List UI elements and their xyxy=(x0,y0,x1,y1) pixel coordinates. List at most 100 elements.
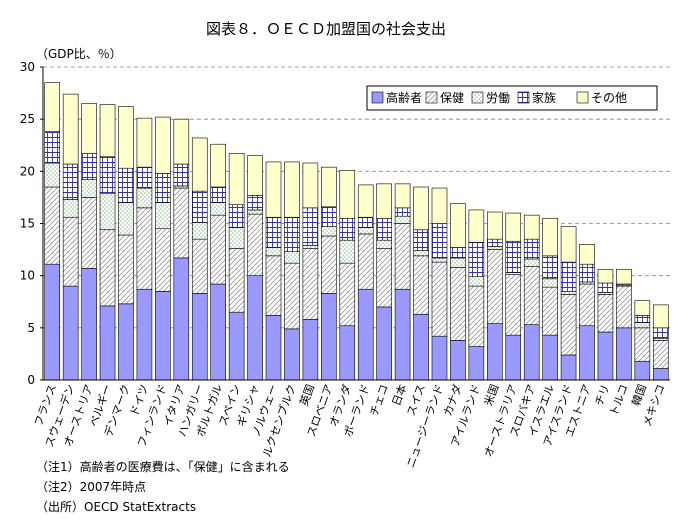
bar-segment xyxy=(339,239,356,264)
bar-segment xyxy=(579,263,595,283)
legend-label: 家族 xyxy=(532,90,556,105)
bar-segment xyxy=(487,211,503,240)
x-tick-label: 日本 xyxy=(389,382,410,407)
bar-segment xyxy=(523,324,540,381)
bar-segment xyxy=(450,203,466,248)
bar-segment xyxy=(155,291,171,381)
bar-segment xyxy=(652,327,669,339)
bar-segment xyxy=(542,286,558,336)
bar-segment xyxy=(118,303,134,381)
bar-segment xyxy=(394,288,411,381)
bar-segment xyxy=(413,255,429,315)
note-elderly-health: （注1）高齢者の医療費は、「保健」に含まれる xyxy=(36,460,290,474)
bar-segment xyxy=(652,368,669,381)
bar-segment xyxy=(81,103,97,154)
bar-segment xyxy=(265,247,282,257)
bar-segment xyxy=(505,334,522,381)
bar-segment xyxy=(616,327,632,381)
bar-segment xyxy=(616,285,632,329)
bar-segment xyxy=(191,222,208,240)
bar-segment xyxy=(339,325,356,381)
bar-segment xyxy=(44,186,61,265)
bar-segment xyxy=(579,244,595,265)
bar-segment xyxy=(450,257,466,268)
bar-segment xyxy=(652,340,669,369)
legend-swatch xyxy=(371,91,384,104)
bar-segment xyxy=(560,261,577,292)
bar-segment xyxy=(560,354,577,381)
bar-segment xyxy=(62,216,79,287)
bar-segment xyxy=(81,153,97,180)
bar-segment xyxy=(413,313,429,381)
y-tick-label: 30 xyxy=(20,60,35,74)
bar-segment xyxy=(597,282,614,293)
bar-segment xyxy=(62,163,79,200)
y-tick-label: 15 xyxy=(20,217,35,231)
legend-swatch xyxy=(576,91,589,104)
bar-segment xyxy=(542,217,558,257)
bar-segment xyxy=(321,226,337,237)
y-axis-ticks: 0 5 10 15 20 25 30 xyxy=(20,60,43,387)
y-tick-label: 25 xyxy=(20,112,35,126)
y-tick-label: 0 xyxy=(27,373,35,387)
bar-segment xyxy=(339,169,356,219)
bar-segment xyxy=(431,187,448,224)
bar-segment xyxy=(394,207,411,217)
bar-segment xyxy=(450,340,466,381)
bar-segment xyxy=(210,186,226,203)
bar-segment xyxy=(394,183,411,209)
bar-segment xyxy=(173,187,190,259)
bar-segment xyxy=(487,238,503,247)
bar-segment xyxy=(487,323,503,381)
bar-segment xyxy=(357,184,374,218)
bar-segment xyxy=(284,216,300,252)
bar-segment xyxy=(505,240,522,273)
bar-segment xyxy=(376,239,392,249)
bar-segment xyxy=(560,291,577,295)
bar-segment xyxy=(560,226,577,263)
bar-segment xyxy=(468,285,485,347)
bar-segment xyxy=(505,272,522,275)
bar-segment xyxy=(99,192,116,231)
bar-segment xyxy=(136,166,153,189)
bar-segment xyxy=(302,248,319,320)
bar-segment xyxy=(155,116,171,174)
bar-segment xyxy=(284,328,300,381)
bar-segment xyxy=(284,161,300,218)
bar-segment xyxy=(597,294,614,333)
bar-segment xyxy=(44,131,61,164)
bar-segment xyxy=(173,257,190,381)
bar-segment xyxy=(523,238,540,260)
bar-segment xyxy=(321,293,337,381)
bar-segment xyxy=(597,292,614,295)
bar-segment xyxy=(81,268,97,381)
x-tick-label: 英国 xyxy=(297,382,318,407)
bar-segment xyxy=(44,263,61,381)
axes xyxy=(42,67,670,381)
bar-segment xyxy=(99,104,116,158)
bar-segment xyxy=(523,214,540,240)
bar-segment xyxy=(247,209,263,215)
bar-segment xyxy=(376,183,392,219)
bar-segment xyxy=(652,337,669,341)
y-tick-label: 10 xyxy=(20,269,35,283)
bar-segment xyxy=(450,247,466,259)
bar-segment xyxy=(505,274,522,336)
bar-segment xyxy=(265,255,282,316)
bar-segment xyxy=(523,258,540,267)
bar-segment xyxy=(321,206,337,227)
bar-segment xyxy=(247,275,263,381)
legend-label: 保健 xyxy=(440,91,464,105)
bar-segment xyxy=(99,305,116,381)
bar-segment xyxy=(265,315,282,381)
bar-segment xyxy=(62,285,79,381)
bar-segment xyxy=(265,161,282,218)
bar-segment xyxy=(191,190,208,223)
bar-segment xyxy=(228,311,245,381)
bar-segment xyxy=(247,155,263,196)
legend-box xyxy=(366,85,658,111)
legend-swatch xyxy=(471,91,484,104)
legend: 高齢者 保健 労働 家族 その他 xyxy=(366,85,658,111)
bar-segment xyxy=(597,331,614,381)
note-year: （注2）2007年時点 xyxy=(36,480,147,494)
